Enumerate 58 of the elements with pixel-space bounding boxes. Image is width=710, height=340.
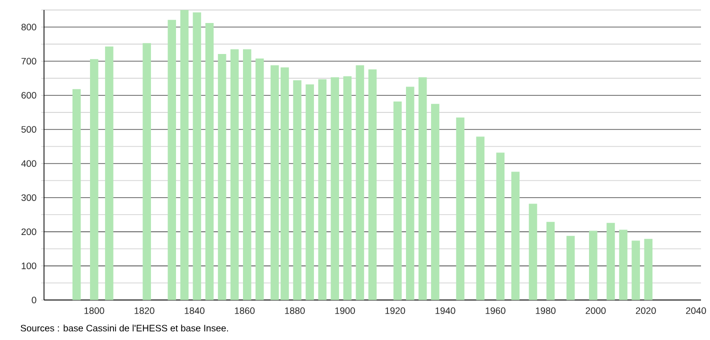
bar: [293, 80, 302, 300]
y-tick-label: 300: [21, 194, 36, 201]
y-tick-label: 400: [21, 160, 36, 167]
bar: [496, 152, 505, 300]
bar: [431, 104, 440, 300]
bar: [306, 84, 314, 300]
x-tick-label: 1860: [234, 307, 255, 314]
bar: [511, 172, 520, 300]
y-tick-label: 100: [22, 262, 36, 270]
bar: [256, 58, 264, 300]
x-tick-label: 1980: [536, 307, 556, 314]
y-tick-label: 600: [22, 92, 36, 99]
y-tick-label: 200: [22, 228, 36, 236]
x-tick-label: 2000: [586, 307, 606, 314]
source-note: Sources : base Cassini de l'EHESS et base Insee.: [20, 324, 228, 332]
bar: [476, 136, 484, 300]
bar: [619, 230, 628, 300]
bar: [242, 49, 252, 300]
bar: [72, 89, 81, 300]
bar: [356, 65, 364, 300]
bar: [318, 79, 326, 300]
bar: [418, 77, 427, 300]
bar: [180, 10, 189, 300]
bar: [192, 12, 202, 300]
bar: [456, 117, 464, 300]
x-tick-label: 1940: [436, 307, 456, 314]
x-tick-label: 1800: [84, 307, 104, 314]
bar: [528, 204, 538, 300]
bar: [589, 230, 598, 300]
bar: [393, 101, 402, 300]
bar: [205, 22, 214, 300]
bar: [566, 236, 575, 300]
bar: [406, 86, 414, 300]
bar: [644, 238, 652, 300]
bar: [230, 49, 239, 300]
bar: [368, 69, 377, 300]
bar: [218, 54, 226, 300]
bar: [168, 20, 176, 300]
bar: [343, 76, 352, 300]
x-tick-label: 2020: [636, 307, 656, 314]
bar: [90, 59, 98, 300]
bar: [632, 240, 640, 300]
y-tick-label: 800: [21, 24, 36, 30]
x-tick-label: 1840: [184, 307, 204, 314]
x-tick-label: 2040: [686, 307, 706, 314]
bar: [142, 43, 151, 300]
bar: [546, 222, 555, 300]
x-tick-label: 1900: [335, 307, 355, 314]
x-tick-label: 1920: [385, 307, 406, 314]
x-tick-label: 1880: [285, 307, 305, 314]
bar: [330, 77, 340, 300]
bar: [105, 46, 114, 300]
x-tick-label: 1960: [486, 307, 506, 314]
y-tick-label: 0: [32, 296, 36, 304]
x-tick-label: 1820: [134, 307, 154, 314]
bar: [606, 222, 615, 300]
y-tick-label: 700: [22, 58, 36, 64]
y-tick-label: 500: [21, 126, 36, 133]
